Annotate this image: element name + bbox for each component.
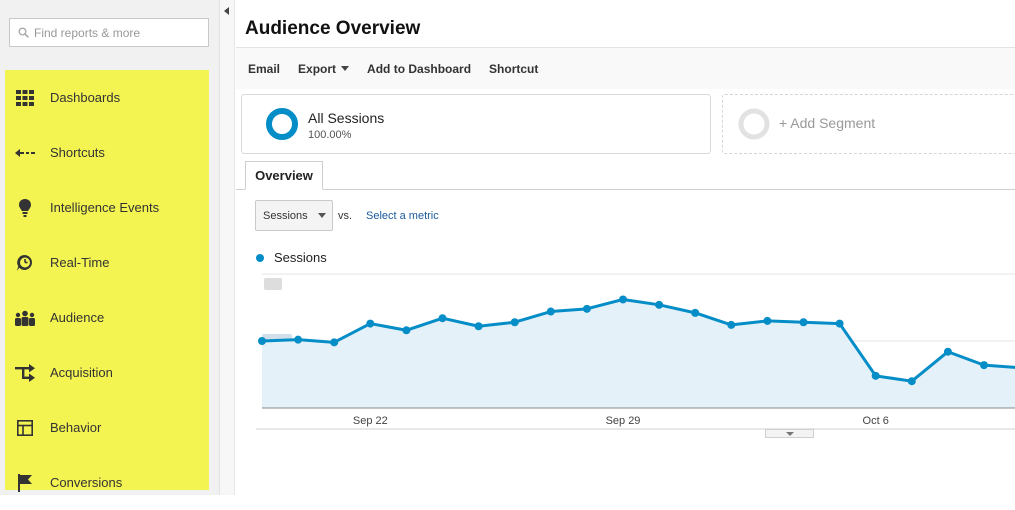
- segment-all-sessions[interactable]: All Sessions 100.00%: [241, 94, 711, 154]
- sidebar-nav: Dashboards Shortcuts Inte: [5, 70, 209, 492]
- segment-donut-icon: [266, 108, 298, 140]
- sidebar-item-label: Real-Time: [50, 255, 110, 270]
- search-icon: [18, 27, 29, 38]
- x-tick-label: Sep 29: [606, 415, 641, 427]
- empty-segment-icon: [738, 108, 770, 140]
- sidebar-item-audience[interactable]: Audience: [5, 290, 209, 345]
- add-segment-label: + Add Segment: [779, 115, 876, 131]
- legend-label: Sessions: [274, 250, 327, 265]
- report-toolbar: Email Export Add to Dashboard Shortcut: [236, 47, 1015, 89]
- chart-resize-handle[interactable]: [765, 429, 814, 438]
- x-tick-label: Oct 6: [863, 415, 889, 427]
- sidebar-item-label: Shortcuts: [50, 145, 105, 160]
- collapse-sidebar-button[interactable]: [221, 3, 233, 19]
- chart-area: [262, 299, 1015, 408]
- sessions-chart[interactable]: Sep 22 Sep 29 Oct 6: [236, 266, 1015, 430]
- sidebar: Dashboards Shortcuts Inte: [0, 0, 219, 495]
- sidebar-item-shortcuts[interactable]: Shortcuts: [5, 125, 209, 180]
- grid-icon: [14, 87, 36, 109]
- sidebar-item-intelligence-events[interactable]: Intelligence Events: [5, 180, 209, 235]
- sidebar-item-label: Acquisition: [50, 365, 113, 380]
- sidebar-item-label: Conversions: [50, 475, 123, 490]
- shortcut-button[interactable]: Shortcut: [489, 61, 539, 76]
- chart-data-point: [655, 300, 664, 309]
- email-button[interactable]: Email: [248, 61, 281, 76]
- metric-select[interactable]: Sessions: [255, 200, 333, 231]
- metric-select-value: Sessions: [263, 209, 308, 222]
- legend-swatch: [256, 253, 264, 262]
- chevron-down-icon: [785, 431, 794, 436]
- search-box[interactable]: [9, 18, 209, 47]
- sidebar-item-dashboards[interactable]: Dashboards: [5, 70, 209, 125]
- chart-data-point: [691, 308, 700, 317]
- chart-series-line: [261, 297, 1015, 383]
- tab-overview[interactable]: Overview: [245, 161, 323, 190]
- sidebar-item-label: Behavior: [50, 420, 102, 435]
- sidebar-item-label: Intelligence Events: [50, 200, 160, 215]
- chart-data-point: [402, 326, 411, 335]
- chevron-left-icon: [224, 7, 229, 15]
- chart-data-point: [546, 307, 555, 316]
- export-button[interactable]: Export: [298, 61, 350, 76]
- chart-legend: Sessions: [256, 250, 327, 265]
- search-input[interactable]: [34, 25, 204, 40]
- flag-icon: [14, 472, 36, 494]
- chart-data-point: [799, 318, 808, 327]
- chart-data-point: [727, 320, 736, 329]
- chevron-down-icon: [318, 213, 326, 218]
- sidebar-item-label: Dashboards: [50, 90, 121, 105]
- clock-icon: [14, 252, 36, 274]
- lightbulb-icon: [14, 197, 36, 219]
- chart-data-point: [294, 335, 303, 344]
- tab-underline: [236, 189, 1015, 190]
- x-tick-label: Sep 22: [353, 415, 388, 427]
- chart-data-point: [510, 318, 519, 327]
- segment-label: All Sessions: [308, 110, 385, 126]
- chart-data-point: [474, 322, 483, 331]
- chart-data-point: [943, 347, 952, 356]
- chart-data-point: [835, 319, 844, 328]
- chart-data-point: [980, 361, 988, 370]
- y-tick-label-blurred: [264, 278, 282, 290]
- people-icon: [14, 307, 36, 329]
- add-segment-button[interactable]: + Add Segment: [722, 94, 1015, 154]
- chevron-down-icon: [341, 66, 350, 71]
- chart-data-point: [438, 314, 447, 323]
- sidebar-item-behavior[interactable]: Behavior: [5, 400, 209, 455]
- chart-data-point: [871, 371, 880, 380]
- add-to-dashboard-button[interactable]: Add to Dashboard: [367, 61, 472, 76]
- sidebar-divider: [219, 0, 235, 495]
- chart-data-point: [763, 316, 772, 325]
- sidebar-item-real-time[interactable]: Real-Time: [5, 235, 209, 290]
- export-label: Export: [298, 61, 337, 76]
- chart-data-point: [582, 304, 591, 313]
- page-title: Audience Overview: [245, 18, 421, 39]
- select-a-metric-link[interactable]: Select a metric: [366, 210, 439, 222]
- sidebar-item-label: Audience: [50, 310, 105, 325]
- vs-label: vs.: [338, 210, 353, 222]
- chart-data-point: [330, 338, 339, 347]
- chart-data-point: [258, 337, 266, 345]
- chart-data-point: [366, 319, 375, 328]
- segment-percent: 100.00%: [308, 129, 352, 141]
- layout-icon: [14, 417, 36, 439]
- chart-data-point: [907, 377, 916, 386]
- sidebar-item-conversions[interactable]: Conversions: [5, 455, 209, 510]
- sidebar-item-acquisition[interactable]: Acquisition: [5, 345, 209, 400]
- chart-data-point: [619, 295, 627, 304]
- shortcut-arrow-icon: [14, 142, 36, 164]
- acquisition-arrows-icon: [14, 362, 36, 384]
